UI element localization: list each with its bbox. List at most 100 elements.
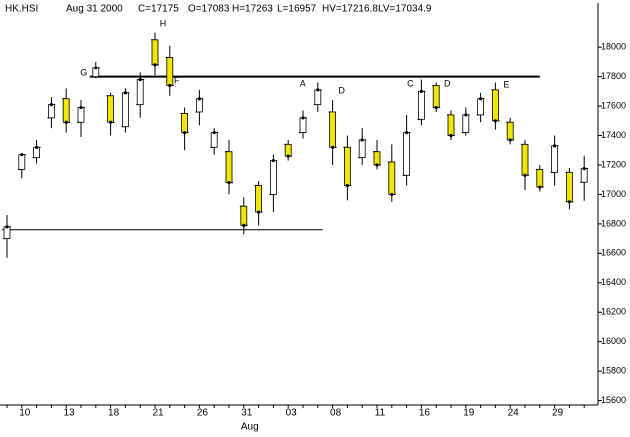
candle-body <box>195 98 203 113</box>
candle-body <box>403 132 411 176</box>
y-tick-label: 17800 <box>601 71 626 81</box>
x-tick-label: 10 <box>19 408 31 419</box>
candle-body <box>18 154 26 170</box>
close-dot <box>360 138 364 142</box>
close-dot <box>227 181 231 185</box>
close-dot <box>316 88 320 92</box>
candle-body <box>447 114 455 136</box>
close-dot <box>20 153 24 157</box>
x-tick-label: 16 <box>419 408 431 419</box>
header-text: Aug 31 2000 <box>66 4 123 15</box>
candle-body <box>77 107 85 123</box>
y-tick-label: 17400 <box>601 130 626 140</box>
candle-body <box>506 121 514 141</box>
header-text: HV=17216.8 <box>322 4 378 15</box>
close-dot <box>123 91 127 95</box>
header-text: HK.HSI <box>5 4 38 15</box>
candle-body <box>432 85 440 108</box>
y-tick-label: 17600 <box>601 100 626 110</box>
annotation: F <box>174 75 180 85</box>
x-tick-label: 31 <box>241 408 253 419</box>
header-text: O=17083 <box>188 4 230 15</box>
annotation: G <box>80 67 87 77</box>
x-tick-label: 19 <box>463 408 475 419</box>
close-dot <box>301 116 305 120</box>
x-tick-label: 24 <box>508 408 520 419</box>
x-tick-label: 29 <box>552 408 564 419</box>
y-tick-label: 16000 <box>601 336 626 346</box>
close-dot <box>168 83 172 88</box>
header-text: C=17175 <box>138 4 179 15</box>
y-tick-label: 17000 <box>601 189 626 199</box>
close-dot <box>153 63 157 67</box>
candle-body <box>373 151 381 166</box>
close-dot <box>183 130 187 135</box>
y-tick-label: 17200 <box>601 159 626 169</box>
close-dot <box>5 225 9 229</box>
close-dot <box>212 130 216 135</box>
close-dot <box>138 77 142 82</box>
candle-body <box>122 92 129 128</box>
close-dot <box>345 183 349 188</box>
candle-body <box>551 145 558 173</box>
x-tick-label: 26 <box>197 408 209 419</box>
header-text: H=17263 <box>232 4 273 15</box>
candle-body <box>255 185 263 213</box>
x-tick-label: 08 <box>330 408 342 419</box>
candle-body <box>580 168 588 183</box>
annotation: E <box>503 79 509 89</box>
annotation: H <box>160 18 167 28</box>
x-tick-label: 13 <box>64 408 76 419</box>
candle-body <box>388 161 396 195</box>
y-tick-label: 15600 <box>601 395 626 405</box>
close-dot <box>271 158 275 163</box>
close-dot <box>479 97 483 101</box>
header-text: L=16957 <box>277 4 317 15</box>
candle-body <box>521 143 529 176</box>
close-dot <box>538 185 542 189</box>
y-tick-label: 15800 <box>601 366 626 376</box>
close-dot <box>331 145 335 149</box>
candle-body <box>269 160 277 195</box>
close-dot <box>523 173 527 177</box>
close-dot <box>242 223 246 227</box>
candle-body <box>299 117 307 133</box>
candle-body <box>536 168 544 188</box>
close-dot <box>390 192 394 197</box>
close-dot <box>79 105 83 110</box>
candle-body <box>151 39 159 66</box>
x-tick-label: 11 <box>375 408 386 419</box>
x-tick-label: 03 <box>286 408 298 419</box>
candle-body <box>566 171 573 203</box>
close-dot <box>109 120 113 124</box>
annotation: A <box>300 78 306 88</box>
candle-body <box>417 90 425 120</box>
candle-body <box>3 226 11 240</box>
x-tick-label: 21 <box>152 408 164 419</box>
candle-body <box>166 57 174 86</box>
candle-body <box>62 98 70 123</box>
close-dot <box>464 113 468 117</box>
header-text: LV=17034.9 <box>378 4 432 15</box>
close-dot <box>64 120 68 124</box>
candle-body <box>329 111 337 148</box>
close-dot <box>49 103 54 107</box>
close-dot <box>375 163 379 167</box>
close-dot <box>286 154 290 158</box>
candle-body <box>477 98 485 116</box>
annotation: C <box>407 78 414 88</box>
candle-body <box>107 95 114 123</box>
candle-body <box>314 89 322 106</box>
close-dot <box>553 144 557 148</box>
candle-body <box>462 114 470 133</box>
candle-body <box>181 113 189 133</box>
candle-body <box>225 151 233 184</box>
close-dot <box>405 130 409 135</box>
close-dot <box>434 105 438 110</box>
candle-body <box>48 104 55 119</box>
y-tick-label: 16400 <box>601 277 626 287</box>
candle-body <box>358 139 366 159</box>
x-tick-label: 18 <box>108 408 120 419</box>
x-month-label: Aug <box>241 422 259 433</box>
